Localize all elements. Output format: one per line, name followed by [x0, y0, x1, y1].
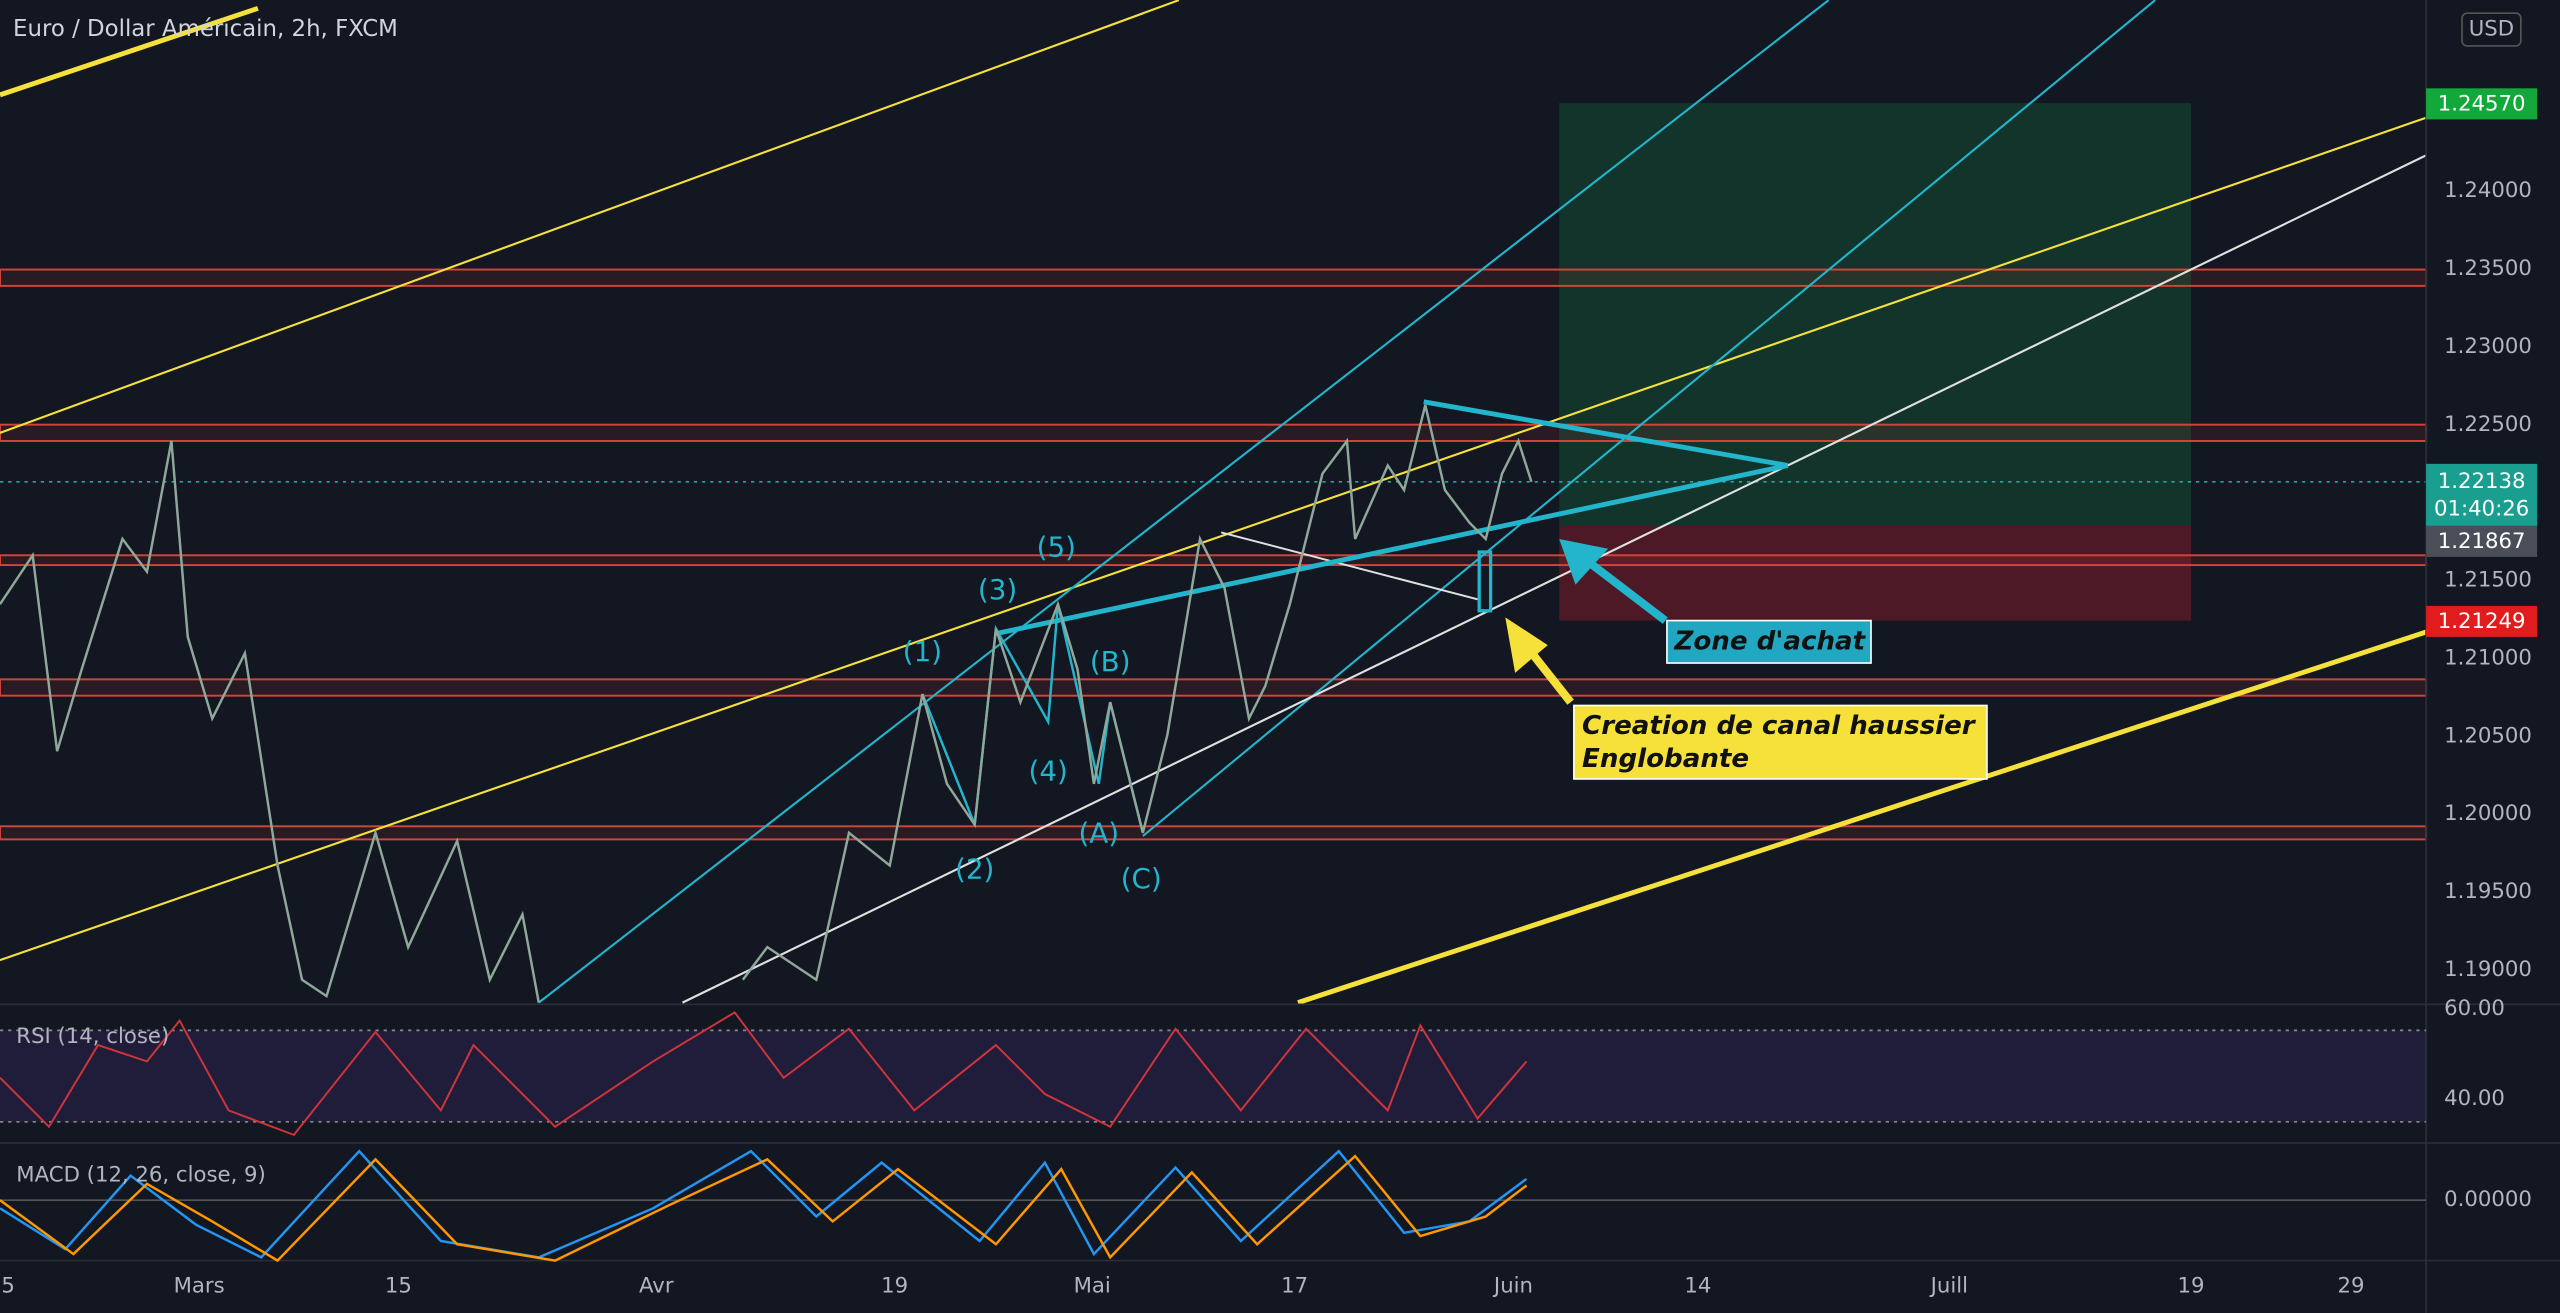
- wave-label: (3): [978, 573, 1017, 606]
- price-label: 1.20500: [2444, 723, 2532, 748]
- entry-tag-bg: [2426, 525, 2538, 557]
- wave-label: (4): [1029, 754, 1068, 787]
- price-axis: 1.24000 1.23500 1.23000 1.22500 1.21500 1.210…: [2444, 178, 2532, 982]
- time-label: 19: [2178, 1274, 2205, 1299]
- target-zone: [1559, 103, 2192, 526]
- currency-box[interactable]: [2461, 12, 2522, 47]
- entry-tag: 1.21867: [2438, 529, 2526, 554]
- trendlines: [0, 0, 2427, 1005]
- signal-line: [0, 1154, 1528, 1263]
- buy-zone-label: Zone d'achat: [1673, 626, 1866, 656]
- price-label: 1.21000: [2444, 645, 2532, 670]
- price-label: 1.23500: [2444, 256, 2532, 281]
- currency: USD: [2469, 17, 2514, 42]
- price-label: 1.23000: [2444, 334, 2532, 359]
- sr-lines: [0, 268, 2428, 841]
- target-tag-bg: [2426, 88, 2538, 120]
- price-label: 1.22500: [2444, 412, 2532, 437]
- price-label: 1.19500: [2444, 879, 2532, 904]
- channel-box: [1573, 704, 1988, 780]
- time-label: Avr: [639, 1274, 674, 1299]
- time-label: Mai: [1074, 1274, 1111, 1299]
- stop-tag-bg: [2426, 605, 2538, 637]
- time-label: 29: [2338, 1274, 2365, 1299]
- rsi-tick: 40.00: [2444, 1086, 2505, 1111]
- channel-label: Englobante: [1582, 744, 1749, 774]
- buy-arrow-head: [1559, 538, 1609, 585]
- wave-label: (1): [903, 635, 942, 668]
- price-label: 1.19000: [2444, 957, 2532, 982]
- rsi-tick: 60.00: [2444, 996, 2505, 1021]
- price-label: 1.24000: [2444, 178, 2532, 203]
- wave-label: (2): [955, 852, 994, 885]
- channel-arrow-head: [1505, 617, 1548, 673]
- time-label: Juill: [1929, 1274, 1968, 1299]
- macd-line: [0, 1149, 1528, 1259]
- wave-label: (C): [1121, 862, 1162, 895]
- time-label: 5: [1, 1274, 15, 1299]
- symbol: Euro / Dollar Américain, 2h, FXCM: [13, 16, 398, 42]
- last-tag-bg: [2426, 463, 2538, 526]
- target-tag: 1.24570: [2438, 92, 2526, 117]
- stop-zone: [1559, 525, 2192, 621]
- rsi-title: RSI (14, close): [16, 1024, 169, 1049]
- time-label: 19: [881, 1274, 908, 1299]
- wave-label: (B): [1090, 645, 1131, 678]
- time-label: 17: [1281, 1274, 1308, 1299]
- macd-tick: 0.00000: [2444, 1187, 2532, 1212]
- time-axis: 5 Mars 15 Avr 19 Mai 17 Juin 14 Juill 19…: [1, 1274, 2364, 1299]
- zones: [0, 103, 2428, 841]
- wave-label: (5): [1037, 531, 1076, 564]
- channel-label: Creation de canal haussier: [1582, 711, 1977, 741]
- price-label: 1.20000: [2444, 801, 2532, 826]
- time-label: 15: [385, 1274, 412, 1299]
- wave-label: (A): [1078, 816, 1119, 849]
- stop-tag: 1.21249: [2438, 609, 2526, 634]
- price-label: 1.21500: [2444, 568, 2532, 593]
- buy-zone-box: [1666, 619, 1872, 664]
- price: [741, 404, 1533, 982]
- last-tag: 1.22138: [2438, 469, 2526, 494]
- time-label: Juin: [1492, 1274, 1533, 1299]
- price: [0, 440, 540, 1003]
- countdown: 01:40:26: [2434, 497, 2529, 522]
- rsi-line: [0, 1011, 1528, 1137]
- waves: (1) (2) (3) (4) (5) (A) (B) (C): [903, 531, 1162, 895]
- time-label: 14: [1684, 1274, 1711, 1299]
- macd-title: MACD (12, 26, close, 9): [16, 1163, 266, 1188]
- time-label: Mars: [174, 1274, 225, 1299]
